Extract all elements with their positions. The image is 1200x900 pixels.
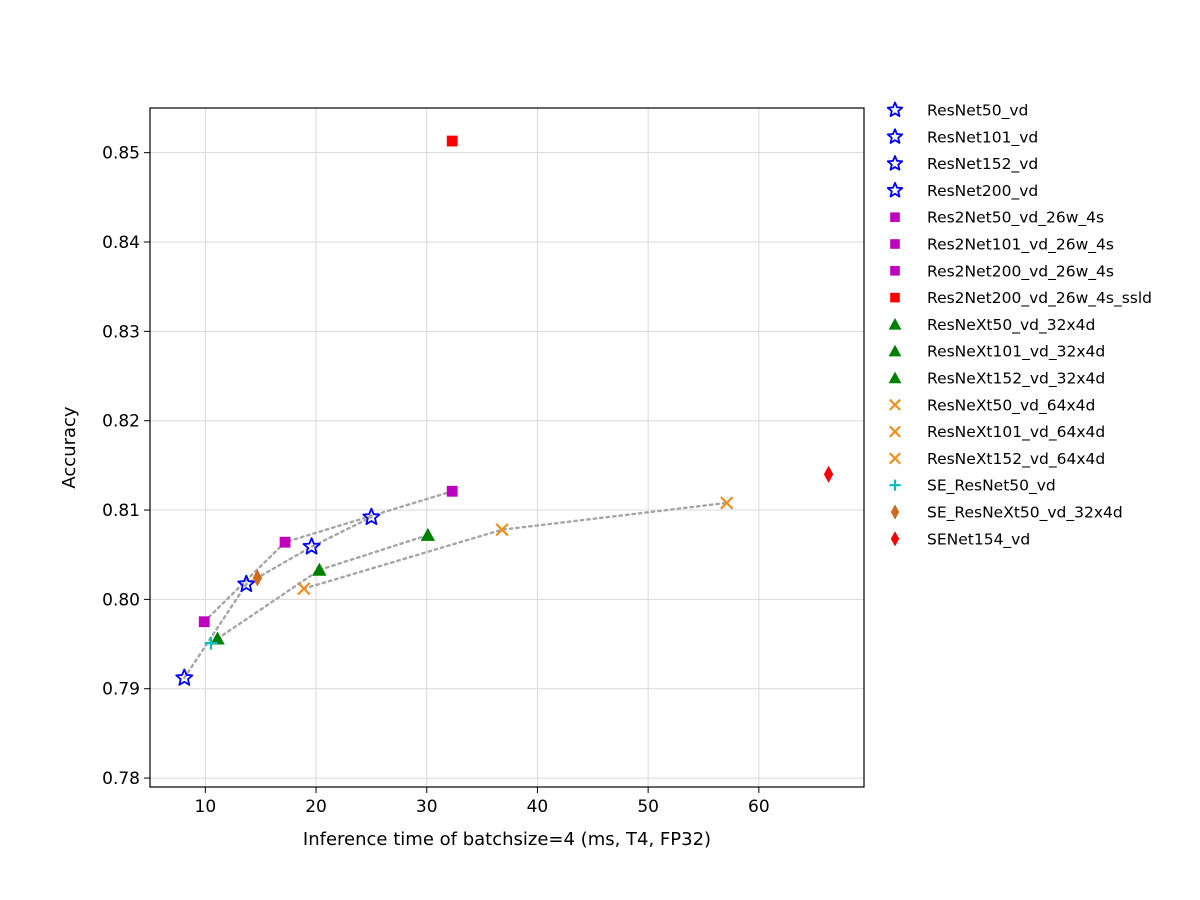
point-resnet152-vd: [237, 574, 256, 593]
trend-line: [202, 490, 454, 623]
y-axis-ticks: 0.78 0.79 0.80 0.81 0.82 0.83 0.84 0.85: [102, 144, 150, 789]
point-resnet200-vd: [175, 668, 194, 686]
point-se-resnext50-vd-32x4d: [252, 569, 263, 587]
y-tick-label: 0.85: [102, 144, 140, 164]
legend-label: Res2Net101_vd_26w_4s: [927, 236, 1114, 255]
trend-lines: [183, 490, 728, 680]
legend-item-resnext50-vd-64x4d: ResNeXt50_vd_64x4d: [889, 396, 1095, 415]
point-resnext101-vd-64x4d: [495, 523, 509, 537]
legend-marker-resnext152-vd-64x4d: [889, 452, 901, 465]
legend-marker-res2net101-vd-26w-4s: [890, 239, 900, 249]
legend-marker-res2net50-vd-26w-4s: [890, 212, 900, 222]
legend-label: Res2Net200_vd_26w_4s_ssld: [927, 289, 1152, 308]
legend-item-res2net50-vd-26w-4s: Res2Net50_vd_26w_4s: [890, 209, 1104, 228]
legend-label: SE_ResNeXt50_vd_32x4d: [927, 504, 1123, 523]
legend-marker-res2net200-vd-26w-4s: [890, 266, 900, 276]
legend-label: ResNeXt101_vd_64x4d: [927, 423, 1105, 442]
legend-marker-resnext50-vd-32x4d: [888, 318, 902, 330]
legend-item-se-resnet50-vd: SE_ResNet50_vd: [889, 477, 1056, 496]
x-tick-label: 20: [305, 797, 327, 817]
legend-label: ResNet50_vd: [927, 102, 1028, 121]
legend-marker-se-resnext50-vd-32x4d: [890, 504, 900, 520]
legend-label: Res2Net50_vd_26w_4s: [927, 209, 1104, 228]
legend-label: ResNeXt152_vd_32x4d: [927, 370, 1105, 389]
legend-item-resnet101-vd: ResNet101_vd: [886, 128, 1038, 147]
y-tick-label: 0.78: [102, 769, 140, 789]
y-tick-label: 0.80: [102, 590, 140, 610]
point-resnet50-vd: [362, 507, 381, 525]
trend-line: [216, 533, 430, 640]
legend-item-resnext152-vd-32x4d: ResNeXt152_vd_32x4d: [888, 370, 1105, 389]
legend-marker-resnet152-vd: [886, 155, 904, 171]
point-res2net200-vd-26w-4s-ssld: [446, 135, 458, 147]
point-se-resnet50-vd: [204, 636, 218, 650]
grid-lines: [150, 108, 864, 787]
legend-marker-se-resnet50-vd: [889, 479, 901, 491]
legend-marker-resnext101-vd-64x4d: [889, 425, 901, 438]
point-resnext101-vd-32x4d: [312, 562, 327, 576]
point-resnext50-vd-32x4d: [210, 631, 225, 645]
legend-label: ResNet200_vd: [927, 182, 1038, 201]
legend-item-resnext101-vd-64x4d: ResNeXt101_vd_64x4d: [889, 423, 1105, 442]
trend-line: [183, 516, 373, 680]
legend-marker-resnext152-vd-32x4d: [888, 371, 902, 384]
point-res2net50-vd-26w-4s: [198, 616, 210, 628]
trend-line: [302, 501, 728, 590]
legend-marker-res2net200-vd-26w-4s-ssld: [890, 292, 900, 303]
plot-area-frame: [149, 107, 865, 788]
legend-label: SENet154_vd: [927, 530, 1030, 549]
y-axis-label: Accuracy: [59, 406, 80, 489]
legend-label: ResNeXt50_vd_32x4d: [927, 316, 1095, 335]
point-resnext50-vd-64x4d: [297, 582, 311, 596]
point-senet154-vd: [823, 465, 834, 483]
legend: ResNet50_vd ResNet101_vd ResNet152_vd ResNe…: [886, 101, 1152, 549]
legend-item-resnext152-vd-64x4d: ResNeXt152_vd_64x4d: [889, 450, 1105, 469]
y-tick-label: 0.84: [102, 233, 140, 253]
legend-item-resnext50-vd-32x4d: ResNeXt50_vd_32x4d: [888, 316, 1095, 335]
legend-marker-resnet50-vd: [886, 101, 904, 118]
legend-label: ResNeXt50_vd_64x4d: [927, 396, 1095, 415]
point-resnet101-vd: [302, 537, 321, 555]
legend-item-senet154-vd: SENet154_vd: [890, 530, 1030, 549]
legend-label: SE_ResNet50_vd: [927, 477, 1056, 496]
point-resnext152-vd-32x4d: [420, 527, 436, 541]
legend-label: ResNeXt101_vd_32x4d: [927, 343, 1105, 362]
x-tick-label: 30: [416, 797, 438, 817]
legend-label: ResNet152_vd: [927, 155, 1038, 174]
x-tick-label: 40: [527, 797, 549, 817]
legend-item-res2net101-vd-26w-4s: Res2Net101_vd_26w_4s: [890, 236, 1114, 255]
legend-marker-resnext50-vd-64x4d: [889, 398, 901, 411]
y-tick-label: 0.79: [102, 680, 140, 700]
point-resnext152-vd-64x4d: [720, 496, 734, 510]
legend-marker-resnet101-vd: [886, 128, 904, 144]
legend-marker-resnext101-vd-32x4d: [888, 344, 902, 357]
legend-item-resnet50-vd: ResNet50_vd: [886, 101, 1028, 121]
legend-item-resnet152-vd: ResNet152_vd: [886, 155, 1038, 174]
legend-marker-resnet200-vd: [886, 181, 904, 198]
legend-label: ResNet101_vd: [927, 128, 1038, 147]
x-tick-label: 60: [748, 797, 770, 817]
legend-label: ResNeXt152_vd_64x4d: [927, 450, 1105, 469]
legend-label: Res2Net200_vd_26w_4s: [927, 262, 1114, 281]
point-res2net101-vd-26w-4s: [279, 536, 291, 548]
x-tick-label: 50: [637, 797, 659, 817]
x-axis-label: Inference time of batchsize=4 (ms, T4, F…: [303, 829, 711, 850]
legend-item-res2net200-vd-26w-4s-ssld: Res2Net200_vd_26w_4s_ssld: [890, 289, 1152, 308]
legend-item-res2net200-vd-26w-4s: Res2Net200_vd_26w_4s: [890, 262, 1114, 281]
legend-item-resnet200-vd: ResNet200_vd: [886, 181, 1038, 201]
data-points: [175, 135, 834, 686]
x-axis-ticks: 10 20 30 40 50 60: [195, 787, 770, 817]
x-tick-label: 10: [195, 797, 217, 817]
y-tick-label: 0.82: [102, 412, 140, 432]
point-res2net200-vd-26w-4s: [446, 485, 458, 497]
legend-marker-senet154-vd: [890, 531, 900, 547]
legend-item-se-resnext50-vd-32x4d: SE_ResNeXt50_vd_32x4d: [890, 504, 1123, 523]
y-tick-label: 0.81: [102, 501, 140, 521]
y-tick-label: 0.83: [102, 322, 140, 342]
legend-item-resnext101-vd-32x4d: ResNeXt101_vd_32x4d: [888, 343, 1105, 362]
